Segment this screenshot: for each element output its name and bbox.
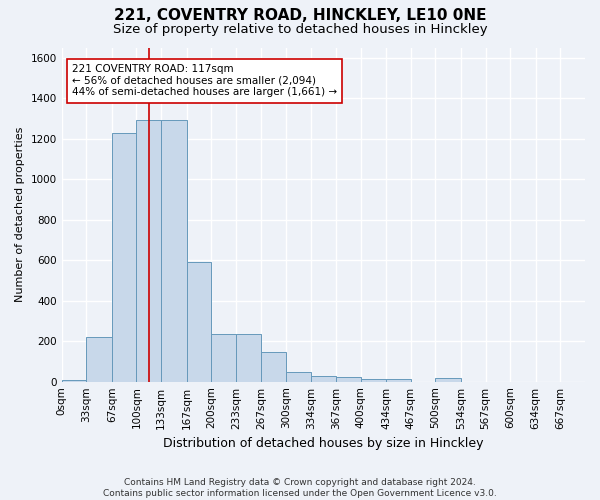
Bar (261, 352, 286, 382)
Text: 221, COVENTRY ROAD, HINCKLEY, LE10 0NE: 221, COVENTRY ROAD, HINCKLEY, LE10 0NE (114, 8, 486, 22)
Bar (86, 337, 112, 382)
Y-axis label: Number of detached properties: Number of detached properties (15, 127, 25, 302)
Bar (436, 378, 461, 382)
Text: Contains HM Land Registry data © Crown copyright and database right 2024.
Contai: Contains HM Land Registry data © Crown c… (103, 478, 497, 498)
Bar (286, 372, 311, 382)
Text: Size of property relative to detached houses in Hinckley: Size of property relative to detached ho… (113, 22, 487, 36)
Bar (236, 334, 261, 382)
Text: 221 COVENTRY ROAD: 117sqm
← 56% of detached houses are smaller (2,094)
44% of se: 221 COVENTRY ROAD: 117sqm ← 56% of detac… (72, 64, 337, 98)
Bar (62, 380, 86, 382)
Bar (211, 334, 236, 382)
Bar (311, 376, 336, 382)
Bar (112, 132, 136, 382)
Bar (187, 262, 211, 382)
Bar (161, 120, 187, 382)
X-axis label: Distribution of detached houses by size in Hinckley: Distribution of detached houses by size … (163, 437, 484, 450)
Bar (136, 120, 161, 382)
Bar (361, 378, 386, 382)
Bar (336, 376, 361, 382)
Bar (386, 378, 411, 382)
